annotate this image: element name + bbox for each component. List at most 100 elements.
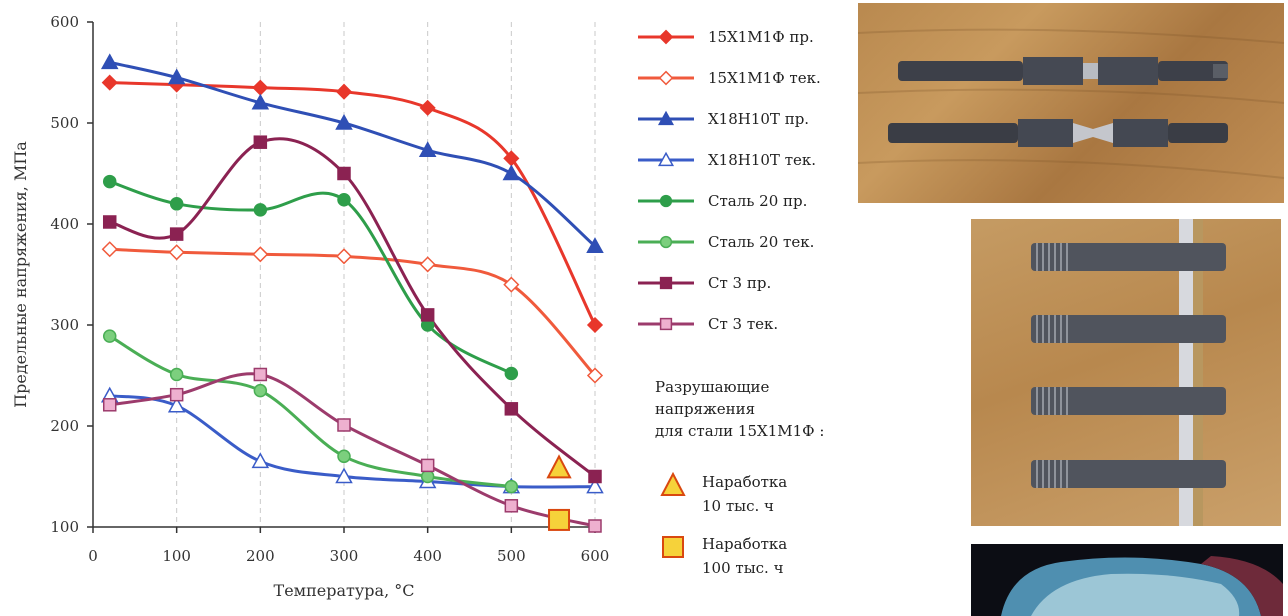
legend-swatch-marker-4 — [659, 194, 673, 208]
y-tick-label-600: 600 — [50, 13, 79, 31]
series-2-point-4 — [418, 141, 437, 158]
series-0-point-4 — [419, 99, 436, 116]
rupture-item-100k-line-2: 100 тыс. ч — [702, 559, 784, 577]
series-1-point-0 — [101, 241, 118, 258]
y-axis-title: Предельные напряжения, МПа — [11, 141, 30, 408]
legend-label-3: Х18Н10Т тек. — [708, 151, 817, 169]
y-tick-label-400: 400 — [50, 215, 79, 233]
legend-item-5: Сталь 20 тек. — [638, 227, 814, 257]
rupture-note-line-3: для стали 15Х1М1Ф : — [655, 422, 825, 440]
series-1-point-4 — [419, 256, 436, 273]
series-2-point-6 — [586, 237, 604, 253]
rupture-item-10k: Наработка 10 тыс. ч — [660, 470, 787, 518]
series-7-point-5 — [504, 499, 519, 513]
photo-specimens-four — [971, 219, 1281, 526]
legend-swatch-7 — [638, 317, 694, 331]
series-0-point-6 — [586, 316, 604, 334]
series-2-point-3 — [335, 113, 353, 130]
rupture-note-line-2: напряжения — [655, 400, 756, 418]
y-tick-label-100: 100 — [50, 518, 79, 536]
legend-swatch-marker-0 — [658, 29, 674, 45]
legend-label-6: Ст 3 пр. — [708, 274, 772, 292]
series-5-point-1 — [169, 367, 184, 382]
series-2-point-5 — [502, 164, 521, 181]
series-line-2 — [109, 60, 596, 248]
series-2-point-2 — [251, 93, 270, 110]
series-2-point-0 — [100, 53, 119, 70]
x-tick-label-200: 200 — [246, 547, 275, 565]
x-tick-label-500: 500 — [497, 547, 526, 565]
x-axis-title: Температура, °С — [274, 581, 415, 600]
legend-item-1: 15Х1М1Ф тек. — [638, 63, 821, 93]
legend-swatch-5 — [638, 235, 694, 249]
photo-fracture-surface — [971, 544, 1283, 616]
series-5-point-2 — [253, 383, 268, 398]
legend-item-2: Х18Н10Т пр. — [638, 104, 809, 134]
rupture-note: Разрушающие напряжения для стали 15Х1М1Ф… — [655, 376, 824, 442]
legend-label-0: 15Х1М1Ф пр. — [708, 28, 814, 46]
series-1-point-1 — [168, 244, 185, 261]
two-turned-test-specimens-icon — [858, 28, 1284, 179]
legend-swatch-marker-5 — [659, 235, 673, 249]
series-4-point-0 — [102, 174, 117, 189]
series-0-point-0 — [101, 74, 118, 91]
series-3-point-6 — [586, 477, 604, 494]
series-5-point-0 — [102, 329, 117, 343]
rupture-point-1 — [548, 508, 571, 531]
series-6-point-4 — [420, 308, 435, 322]
legend-label-7: Ст 3 тек. — [708, 315, 779, 333]
x-tick-label-100: 100 — [162, 547, 191, 565]
fracture-surface-icon — [1001, 556, 1283, 616]
legend-swatch-0 — [638, 29, 694, 45]
axes — [87, 21, 596, 533]
series-4-point-5 — [504, 366, 519, 381]
photo-specimens-pair — [858, 3, 1284, 203]
series-6-point-5 — [504, 402, 519, 416]
series-7-point-0 — [102, 398, 117, 412]
legend-swatch-marker-6 — [659, 276, 673, 290]
legend-item-0: 15Х1М1Ф пр. — [638, 22, 814, 52]
legend-label-5: Сталь 20 тек. — [708, 233, 815, 251]
x-tick-label-600: 600 — [581, 547, 610, 565]
legend-swatch-marker-3 — [657, 151, 675, 167]
series-4-point-2 — [253, 203, 268, 217]
y-tick-labels: 100 200 300 400 500 600 — [50, 13, 79, 536]
x-tick-label-300: 300 — [330, 547, 359, 565]
series-4-point-1 — [169, 197, 184, 211]
legend-item-3: Х18Н10Т тек. — [638, 145, 816, 175]
series-1-point-5 — [503, 276, 520, 293]
legend-swatch-3 — [638, 151, 694, 167]
series-7-point-6 — [588, 519, 602, 533]
rupture-item-10k-line-2: 10 тыс. ч — [702, 497, 774, 515]
yellow-square-icon — [662, 536, 684, 558]
legend-label-2: Х18Н10Т пр. — [708, 110, 810, 128]
legend-swatch-2 — [638, 110, 694, 126]
rupture-note-line-1: Разрушающие — [655, 378, 770, 396]
series-7-point-1 — [169, 387, 184, 402]
series-6-point-3 — [337, 166, 351, 181]
series-3-point-1 — [167, 396, 186, 413]
legend-swatch-marker-7 — [659, 317, 673, 331]
y-tick-label-300: 300 — [50, 316, 79, 334]
series-6-point-2 — [253, 135, 268, 149]
series-6-point-6 — [588, 469, 602, 484]
series-5-point-5 — [504, 479, 519, 494]
legend-item-7: Ст 3 тек. — [638, 309, 778, 339]
legend-item-4: Сталь 20 пр. — [638, 186, 807, 216]
series-lines — [108, 60, 597, 528]
series-6-point-1 — [169, 227, 184, 241]
legend-label-1: 15Х1М1Ф тек. — [708, 69, 821, 87]
series-line-6 — [109, 137, 596, 478]
rupture-point-0 — [546, 454, 572, 479]
stress-temperature-chart: 0 100 200 300 400 500 600 100 200 300 400 500 600 Т… — [11, 13, 610, 600]
series-4-point-3 — [337, 193, 351, 207]
rupture-points — [546, 454, 572, 531]
rupture-item-100k: Наработка 100 тыс. ч — [660, 532, 787, 580]
series-7-point-2 — [253, 367, 268, 382]
series-3-point-2 — [251, 452, 270, 469]
series-7-point-3 — [337, 418, 351, 432]
series-1-point-6 — [586, 367, 604, 384]
legend-swatch-6 — [638, 276, 694, 290]
yellow-triangle-icon — [660, 472, 686, 496]
rupture-item-100k-line-1: Наработка — [702, 535, 788, 553]
